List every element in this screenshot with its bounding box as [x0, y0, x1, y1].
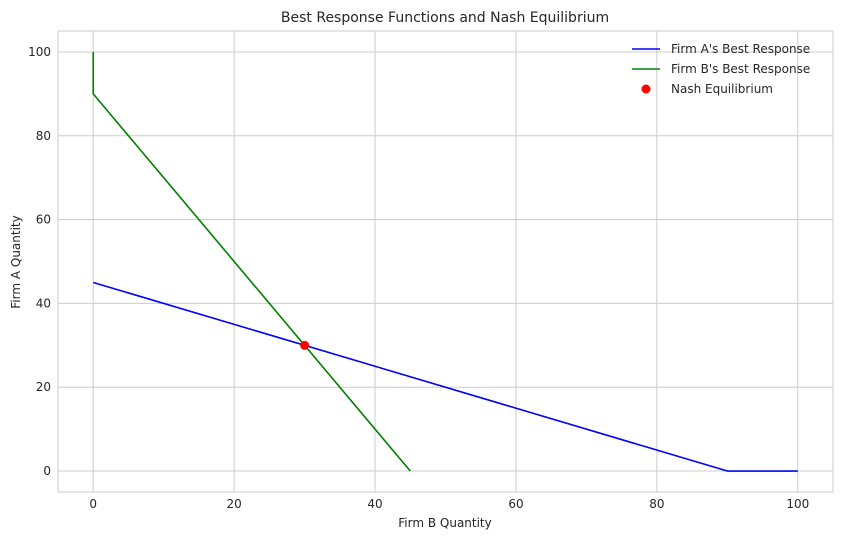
gridlines: [58, 31, 833, 492]
x-axis-label: Firm B Quantity: [398, 516, 492, 530]
legend: Firm A's Best Response Firm B's Best Resp…: [632, 42, 810, 96]
chart-title: Best Response Functions and Nash Equilib…: [281, 10, 609, 26]
x-tick-label: 0: [89, 497, 97, 511]
y-tick-label: 40: [36, 296, 51, 310]
y-tick-label: 80: [36, 129, 51, 143]
y-tick-labels: 0 20 40 60 80 100: [28, 45, 51, 478]
legend-swatch-nash-equilibrium: [641, 84, 651, 94]
y-tick-label: 0: [43, 464, 51, 478]
x-tick-label: 40: [367, 497, 382, 511]
y-axis-label: Firm A Quantity: [9, 215, 23, 308]
x-tick-label: 100: [786, 497, 809, 511]
x-tick-label: 80: [649, 497, 664, 511]
x-tick-label: 20: [226, 497, 241, 511]
y-tick-label: 100: [28, 45, 51, 59]
x-tick-label: 60: [508, 497, 523, 511]
plot-area-frame: [57, 30, 834, 493]
x-tick-labels: 0 20 40 60 80 100: [89, 497, 809, 511]
y-tick-label: 60: [36, 213, 51, 227]
legend-label-firm-a-s-best-response: Firm A's Best Response: [671, 42, 810, 56]
y-tick-label: 20: [36, 380, 51, 394]
legend-label-firm-b-s-best-response: Firm B's Best Response: [671, 62, 810, 76]
series-layer: [92, 51, 798, 472]
legend-label-nash-equilibrium: Nash Equilibrium: [671, 82, 773, 96]
nash-equilibrium-point: [300, 340, 310, 350]
